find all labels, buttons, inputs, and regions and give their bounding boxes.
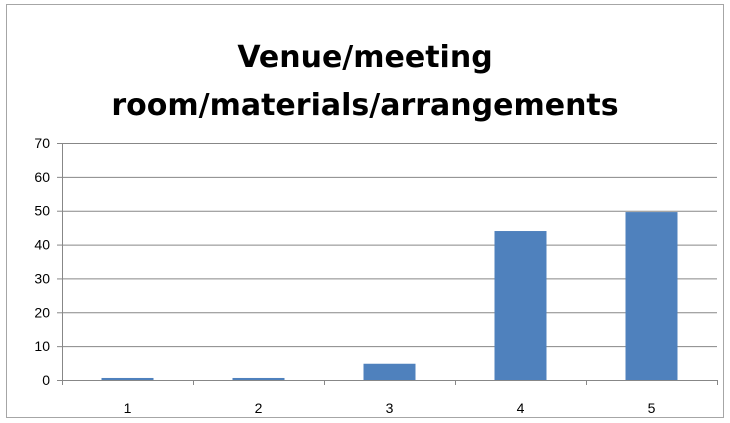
y-tick-label: 30 [34,270,50,286]
bar-4 [494,231,547,380]
bar-3 [363,363,416,380]
chart-title-line-2: room/materials/arrangements [111,88,619,123]
chart-title-line-1: Venue/meeting [237,40,493,75]
y-tick-label: 70 [34,135,50,151]
y-tick-label: 0 [42,372,50,388]
bars [101,212,678,380]
y-tick-label: 10 [34,338,50,354]
gridlines [62,143,717,348]
x-tick-label: 4 [517,400,525,416]
y-tick-label: 20 [34,304,50,320]
bar-1 [101,377,154,380]
y-tick-label: 50 [34,203,50,219]
x-tick-label: 5 [648,400,656,416]
bar-5 [625,212,678,380]
x-tick-label: 1 [124,400,132,416]
y-tick-label: 60 [34,169,50,185]
axes [57,143,718,385]
x-tick-label: 2 [255,400,263,416]
x-tick-labels: 1 2 3 4 5 [124,400,656,416]
bar-2 [232,377,285,380]
chart-title: Venue/meeting room/materials/arrangement… [0,34,730,130]
x-tick-label: 3 [386,400,394,416]
y-tick-label: 40 [34,237,50,253]
y-tick-labels: 0 10 20 30 40 50 60 70 [34,135,50,388]
